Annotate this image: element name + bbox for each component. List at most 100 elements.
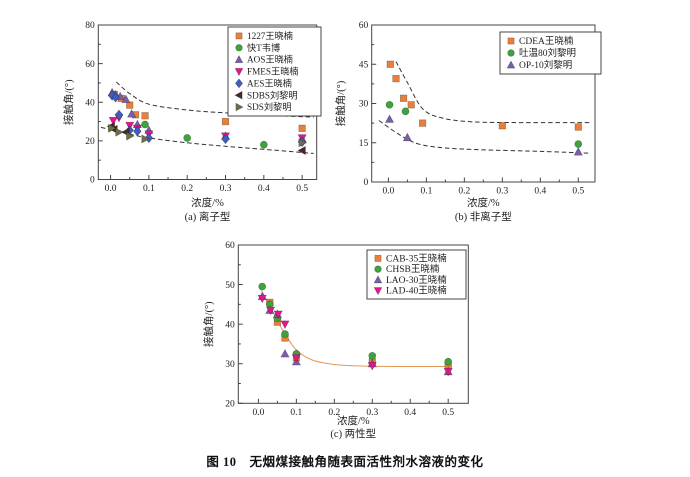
y-tick-label: 80 [85, 21, 95, 31]
data-point-square [407, 101, 415, 109]
series-square [386, 60, 582, 131]
y-tick-label: 50 [225, 281, 235, 291]
data-point-triangle-down [373, 287, 383, 296]
legend-label: FMES王晓楠 [247, 66, 299, 77]
chart-amphoteric: 0.0 0.1 0.2 0.3 0.4 0.5 20 30 40 50 60 浓度/% 接触角/(°) (… [202, 241, 469, 440]
y-axis-label: 接触角/(°) [62, 79, 75, 125]
data-point-square [126, 101, 134, 109]
legend-item: 快T韦博 [235, 42, 280, 53]
data-point-diamond [144, 132, 154, 144]
legend-item: SDBS刘黎明 [234, 89, 298, 100]
x-tick-label: 0.5 [296, 184, 308, 194]
data-point-square [374, 254, 382, 262]
data-point-triangle-up [384, 114, 395, 123]
data-point-triangle-down [291, 354, 301, 363]
legend-label: 1227王晓楠 [247, 30, 293, 41]
data-point-triangle-up [573, 147, 583, 156]
data-point-circle [258, 282, 267, 291]
y-tick-label: 30 [359, 100, 369, 110]
y-tick-label: 15 [359, 139, 369, 149]
x-axis-label: 浓度/% [467, 196, 500, 209]
data-point-triangle-up [402, 132, 412, 142]
legend-label: AES王晓楠 [247, 77, 292, 88]
x-tick-label: 0.5 [442, 408, 454, 418]
data-point-triangle-up [280, 348, 290, 358]
legend-box [366, 249, 467, 300]
legend-item: 吐温80刘黎明 [507, 47, 576, 59]
legend-item: CAB-35王晓楠 [374, 252, 447, 264]
data-point-circle [235, 44, 243, 52]
y-tick-label: 60 [225, 241, 235, 251]
x-tick-label: 0.2 [328, 408, 340, 418]
legend-label: CDEA王晓楠 [519, 35, 574, 47]
data-point-triangle-down [273, 310, 283, 320]
data-point-square [235, 32, 243, 40]
y-tick-label: 45 [359, 60, 369, 70]
legend-label: SDS刘黎明 [247, 101, 291, 112]
x-tick-label: 0.1 [290, 408, 302, 418]
figure-caption: 图 10 无烟煤接触角随表面活性剂水溶液的变化 [206, 455, 484, 469]
data-point-triangle-up [373, 275, 383, 284]
legend-label: 吐温80刘黎明 [519, 47, 576, 59]
data-point-triangle-down [280, 320, 290, 330]
x-tick-label: 0.2 [181, 184, 193, 194]
data-point-square [507, 37, 515, 45]
chart-ionic: 0.0 0.1 0.2 0.3 0.4 0.5 0 20 40 60 80 浓度/% 接触角/(°) (a… [62, 21, 322, 223]
data-point-triangle-right [108, 123, 117, 133]
data-point-triangle-right [235, 102, 244, 112]
data-point-triangle-down [265, 306, 276, 316]
data-point-circle [368, 351, 377, 360]
data-point-square [400, 94, 408, 102]
y-axis-label: 接触角/(°) [202, 301, 215, 347]
data-point-triangle-right [141, 134, 150, 144]
y-tick-label: 20 [225, 400, 235, 410]
data-point-triangle-down [234, 68, 244, 77]
subplot-title: (c) 两性型 [330, 427, 376, 440]
data-point-triangle-right [298, 138, 307, 148]
legend-label: SDBS刘黎明 [247, 89, 298, 100]
data-point-square [386, 60, 394, 68]
legend-item: FMES王晓楠 [234, 66, 299, 77]
x-tick-label: 0.3 [496, 187, 508, 197]
subplot-title: (a) 离子型 [185, 210, 231, 223]
data-point-square [221, 117, 230, 126]
data-point-square [498, 122, 506, 130]
data-point-triangle-down [257, 294, 267, 304]
x-axis-label: 浓度/% [337, 414, 370, 427]
chart-nonionic: 0.0 0.1 0.2 0.3 0.4 0.5 0 15 30 45 60 浓度/% 接触角/(°) (b… [334, 21, 602, 223]
data-point-diamond [133, 125, 142, 137]
x-tick-label: 0.0 [252, 408, 264, 418]
envelope-dashed-curve [378, 120, 590, 154]
data-point-circle [259, 140, 268, 149]
data-point-square [392, 75, 400, 83]
series-triangle-up [384, 114, 583, 156]
legend-item: LAO-30王晓楠 [373, 274, 447, 286]
data-point-circle [141, 120, 149, 129]
data-point-square [298, 124, 306, 132]
legend-box [499, 31, 602, 75]
data-point-diamond [235, 78, 243, 89]
legend-label: CHSB王晓楠 [386, 263, 440, 275]
data-point-triangle-right [115, 127, 124, 137]
legend-label: LAO-30王晓楠 [386, 274, 447, 286]
legend-label: CAB-35王晓楠 [386, 252, 447, 264]
x-tick-label: 0.2 [458, 187, 470, 197]
x-tick-label: 0.0 [105, 184, 117, 194]
data-point-square [418, 119, 427, 127]
subplot-title: (b) 非离子型 [455, 210, 512, 223]
data-point-circle [574, 140, 583, 148]
data-point-square [141, 112, 149, 120]
data-point-square [574, 123, 582, 131]
data-point-triangle-left [297, 145, 306, 156]
data-point-triangle-up [121, 94, 131, 103]
legend-label: 快T韦博 [247, 42, 280, 53]
series-triangle-down [257, 294, 453, 377]
legend-label: AOS王晓楠 [247, 54, 293, 65]
y-tick-label: 60 [359, 21, 369, 31]
y-tick-label: 40 [225, 320, 235, 330]
fit-curve [261, 290, 452, 368]
data-point-triangle-up [127, 108, 137, 118]
legend-label: OP-10刘黎明 [519, 59, 572, 71]
data-point-triangle-down [108, 116, 118, 126]
